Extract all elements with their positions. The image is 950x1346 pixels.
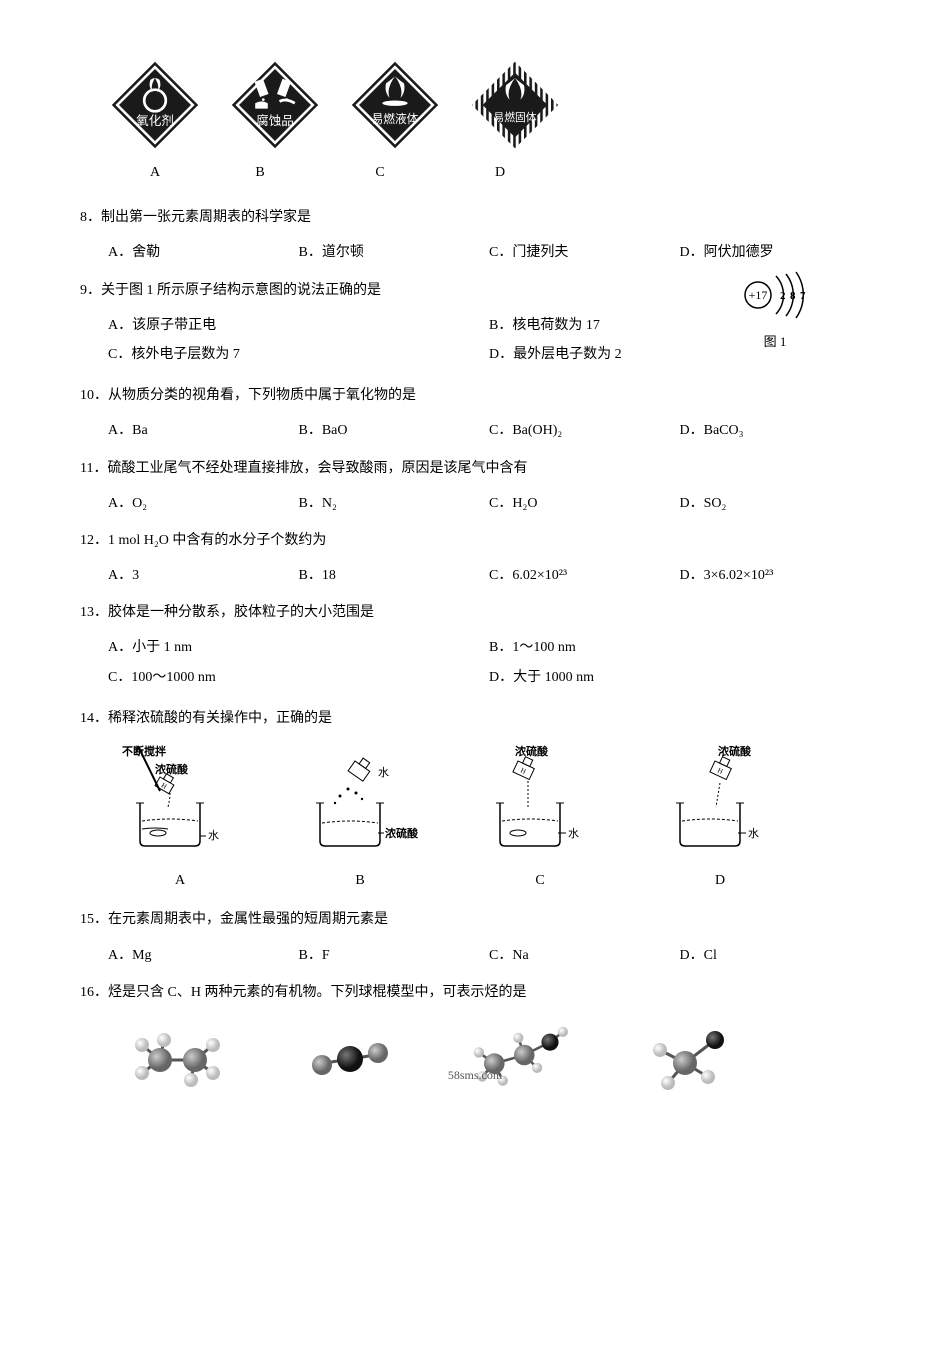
hazard-a-label: 氧化剂 — [136, 114, 174, 128]
q8-text: 8．制出第一张元素周期表的科学家是 — [80, 210, 311, 225]
q15-opt-c: C．Na — [489, 943, 680, 968]
q12: 12．1 mol H₂O 中含有的水分子个数约为 — [80, 528, 870, 553]
q14-fig-b: 水 浓硫酸 — [290, 741, 430, 860]
q13-opt-a: A．小于 1 nm — [108, 635, 489, 660]
q9: 9．关于图 1 所示原子结构示意图的说法正确的是 +17 2 8 7 图 1 — [80, 278, 870, 303]
svg-text:浓硫酸: 浓硫酸 — [155, 762, 189, 776]
svg-text:水: 水 — [378, 766, 389, 779]
q10-opts: A．Ba B．BaO C．Ba(OH)₂ D．BaCO₃ — [108, 418, 870, 443]
q11-opt-c: C．H₂O — [489, 491, 680, 516]
fig1: +17 2 8 7 图 1 — [740, 268, 810, 354]
q12-opt-d: D．3×6.02×10²³ — [680, 563, 871, 588]
q8-opt-d: D．阿伏加德罗 — [680, 240, 871, 265]
q9-text: 9．关于图 1 所示原子结构示意图的说法正确的是 — [80, 283, 381, 298]
q14-text: 14．稀释浓硫酸的有关操作中，正确的是 — [80, 711, 332, 726]
hazard-d-label: 易燃固体 — [493, 111, 536, 124]
q12-opts: A．3 B．18 C．6.02×10²³ D．3×6.02×10²³ — [108, 563, 870, 588]
q15-opt-b: B．F — [299, 943, 490, 968]
model-d — [630, 1015, 750, 1095]
q12-opt-b: B．18 — [299, 563, 490, 588]
q16: 16．烃是只含 C、H 两种元素的有机物。下列球棍模型中，可表示烃的是 — [80, 980, 870, 1005]
q15: 15．在元素周期表中，金属性最强的短周期元素是 — [80, 907, 870, 932]
svg-text:浓硫酸: 浓硫酸 — [385, 826, 419, 840]
q14-letter-b: B — [290, 868, 430, 893]
q14-letter-a: A — [110, 868, 250, 893]
svg-text:浓硫酸: 浓硫酸 — [718, 744, 752, 758]
model-b — [290, 1015, 410, 1095]
svg-text:不断搅拌: 不断搅拌 — [122, 744, 166, 758]
q14-letters: A B C D — [110, 868, 870, 893]
q14: 14．稀释浓硫酸的有关操作中，正确的是 — [80, 706, 870, 731]
hazard-c: 易燃液体 — [350, 60, 440, 150]
q14-letter-d: D — [650, 868, 790, 893]
q14-letter-c: C — [470, 868, 610, 893]
q10-opt-d: D．BaCO₃ — [680, 418, 871, 443]
hazard-letter-a: A — [110, 160, 200, 185]
svg-text:浓硫酸: 浓硫酸 — [515, 744, 549, 758]
hazard-letter-c: C — [320, 160, 440, 185]
q13: 13．胶体是一种分散系，胶体粒子的大小范围是 — [80, 600, 870, 625]
q14-figs: 不断搅拌 浓硫酸 H 水 水 — [110, 741, 870, 860]
q11-opt-b: B．N₂ — [299, 491, 490, 516]
q9-opt-d: D．最外层电子数为 2 — [489, 342, 870, 367]
q15-opt-a: A．Mg — [108, 943, 299, 968]
hazard-letter-d: D — [440, 160, 560, 185]
q8-opt-c: C．门捷列夫 — [489, 240, 680, 265]
hazard-c-label: 易燃液体 — [372, 112, 419, 126]
q12-text: 12．1 mol H₂O 中含有的水分子个数约为 — [80, 533, 326, 548]
q12-opt-c: C．6.02×10²³ — [489, 563, 680, 588]
hazard-letter-b: B — [200, 160, 320, 185]
q13-opt-d: D．大于 1000 nm — [489, 665, 870, 690]
q8: 8．制出第一张元素周期表的科学家是 — [80, 205, 870, 230]
q14-fig-d: 浓硫酸 H 水 — [650, 741, 790, 860]
svg-text:8: 8 — [790, 290, 796, 302]
q8-opt-a: A．舍勒 — [108, 240, 299, 265]
q10-opt-a: A．Ba — [108, 418, 299, 443]
svg-text:H: H — [519, 766, 527, 775]
q11-opts: A．O₂ B．N₂ C．H₂O D．SO₂ — [108, 491, 870, 516]
q14-fig-c: 浓硫酸 H 水 — [470, 741, 610, 860]
hazard-row: 氧化剂 腐蚀品 易燃液体 — [110, 60, 870, 150]
q11-opt-d: D．SO₂ — [680, 491, 871, 516]
q11-text: 11．硫酸工业尾气不经处理直接排放，会导致酸雨，原因是该尾气中含有 — [80, 461, 527, 476]
hazard-letters: A B C D — [110, 160, 870, 185]
q10-opt-c: C．Ba(OH)₂ — [489, 418, 680, 443]
svg-text:水: 水 — [568, 827, 579, 840]
hazard-b: 腐蚀品 — [230, 60, 320, 150]
q15-text: 15．在元素周期表中，金属性最强的短周期元素是 — [80, 912, 388, 927]
q12-opt-a: A．3 — [108, 563, 299, 588]
q13-opt-c: C．100～1000 nm — [108, 665, 489, 690]
svg-text:2: 2 — [780, 290, 786, 302]
q8-opt-b: B．道尔顿 — [299, 240, 490, 265]
hazard-b-label: 腐蚀品 — [256, 114, 294, 128]
q13-opt-b: B．1～100 nm — [489, 635, 870, 660]
model-a — [120, 1015, 240, 1095]
q14-fig-a: 不断搅拌 浓硫酸 H 水 — [110, 741, 250, 860]
svg-text:7: 7 — [800, 290, 806, 302]
q9-opt-a: A．该原子带正电 — [108, 313, 489, 338]
svg-text:水: 水 — [748, 827, 759, 840]
q13-opts: A．小于 1 nm B．1～100 nm C．100～1000 nm D．大于 … — [108, 635, 870, 693]
q10-opt-b: B．BaO — [299, 418, 490, 443]
q8-opts: A．舍勒 B．道尔顿 C．门捷列夫 D．阿伏加德罗 — [108, 240, 870, 265]
q10: 10．从物质分类的视角看，下列物质中属于氧化物的是 — [80, 383, 870, 408]
q10-text: 10．从物质分类的视角看，下列物质中属于氧化物的是 — [80, 388, 416, 403]
hazard-d: 易燃固体 — [470, 60, 560, 150]
q9-opt-b: B．核电荷数为 17 — [489, 313, 870, 338]
svg-text:H: H — [716, 766, 724, 775]
svg-text:+17: +17 — [749, 288, 768, 302]
q11-opt-a: A．O₂ — [108, 491, 299, 516]
q9-opt-c: C．核外电子层数为 7 — [108, 342, 489, 367]
fig1-label: 图 1 — [740, 330, 810, 353]
q16-text: 16．烃是只含 C、H 两种元素的有机物。下列球棍模型中，可表示烃的是 — [80, 985, 526, 1000]
q15-opts: A．Mg B．F C．Na D．Cl — [108, 943, 870, 968]
svg-text:水: 水 — [208, 829, 219, 842]
hazard-a: 氧化剂 — [110, 60, 200, 150]
q11: 11．硫酸工业尾气不经处理直接排放，会导致酸雨，原因是该尾气中含有 — [80, 456, 870, 481]
q15-opt-d: D．Cl — [680, 943, 871, 968]
q13-text: 13．胶体是一种分散系，胶体粒子的大小范围是 — [80, 605, 374, 620]
